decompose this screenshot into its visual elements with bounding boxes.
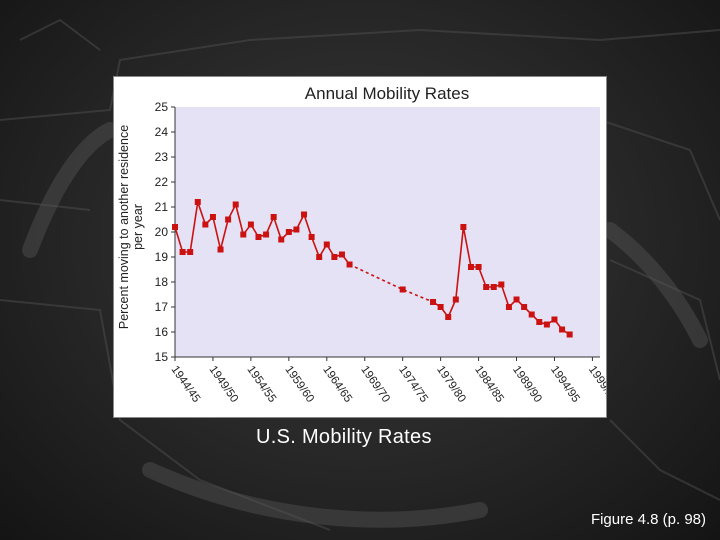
data-point	[528, 311, 535, 318]
data-point	[475, 264, 482, 270]
data-point	[490, 284, 497, 290]
y-tick-label: 23	[155, 150, 169, 164]
slide-caption: U.S. Mobility Rates	[256, 426, 432, 448]
data-point	[536, 319, 543, 325]
x-ticks: 1944/45 1949/50 1954/55 1959/60 1964/65 1969/…	[169, 357, 606, 415]
data-point	[255, 234, 262, 240]
series-mobility	[172, 199, 573, 338]
y-tick-label: 18	[155, 275, 169, 289]
series-line-dashed	[349, 263, 434, 303]
y-tick-label: 16	[155, 325, 169, 339]
x-tick-label: 1989/90	[510, 364, 544, 405]
x-tick-label: 1984/85	[472, 364, 506, 405]
mobility-chart: Annual Mobility Rates Percent moving to …	[117, 84, 606, 415]
x-tick-label: 1949/50	[206, 364, 240, 405]
chart-title: Annual Mobility Rates	[305, 84, 469, 103]
x-tick-label: 1969/70	[358, 364, 392, 405]
data-point	[521, 304, 528, 310]
data-point	[430, 299, 437, 305]
data-point	[247, 221, 254, 228]
data-point	[543, 321, 550, 328]
x-tick-label: 1944/45	[169, 364, 203, 405]
y-tick-label: 19	[155, 250, 169, 264]
y-tick-label: 15	[155, 350, 169, 364]
x-tick-label: 1954/55	[244, 364, 278, 405]
chart-frame: Annual Mobility Rates Percent moving to …	[113, 76, 607, 418]
data-point	[445, 314, 452, 320]
x-tick-label: 1994/95	[548, 364, 582, 405]
data-point	[293, 226, 300, 233]
data-point	[566, 331, 573, 338]
data-point	[240, 231, 247, 238]
data-point	[278, 236, 285, 243]
x-tick-label: 1979/80	[434, 364, 468, 405]
data-point	[513, 296, 520, 303]
y-tick-label: 25	[155, 100, 169, 114]
data-point	[308, 234, 315, 240]
data-point	[316, 254, 323, 260]
data-point	[452, 296, 459, 303]
y-axis-label-line2: per year	[131, 204, 145, 250]
y-axis-label: Percent moving to another residence	[117, 125, 131, 329]
y-ticks: 15 16 17 18 19 20 21 22 23 24 25	[155, 100, 175, 364]
data-point	[505, 304, 512, 310]
data-point	[285, 229, 292, 235]
y-tick-label: 22	[155, 175, 169, 189]
data-point	[209, 214, 216, 220]
data-point	[263, 231, 270, 238]
data-point	[202, 221, 209, 228]
data-point	[483, 284, 490, 290]
y-tick-label: 17	[155, 300, 169, 314]
data-point	[270, 214, 277, 220]
y-tick-label: 24	[155, 125, 169, 139]
data-point	[338, 251, 345, 258]
data-point	[559, 326, 566, 333]
data-point	[331, 254, 338, 260]
x-tick-label: 1964/65	[320, 364, 354, 405]
data-point	[467, 264, 474, 270]
data-point	[194, 199, 201, 205]
data-point	[179, 249, 186, 255]
data-point	[225, 216, 232, 223]
y-tick-label: 20	[155, 225, 169, 239]
y-tick-label: 21	[155, 200, 169, 214]
data-point	[498, 281, 505, 288]
data-point	[551, 316, 558, 323]
x-tick-label: 1974/75	[396, 364, 430, 405]
data-point	[437, 304, 444, 310]
x-tick-label: 1959/60	[282, 364, 316, 405]
data-point	[187, 249, 194, 255]
data-point	[346, 261, 353, 268]
figure-reference: Figure 4.8 (p. 98)	[590, 511, 706, 528]
data-point	[217, 246, 224, 253]
data-point	[323, 241, 330, 248]
data-point	[460, 224, 467, 230]
data-point	[399, 286, 406, 293]
data-point	[301, 211, 308, 218]
data-point	[232, 201, 239, 208]
data-point	[172, 224, 178, 230]
x-tick-label: 1999/2000	[586, 364, 606, 415]
